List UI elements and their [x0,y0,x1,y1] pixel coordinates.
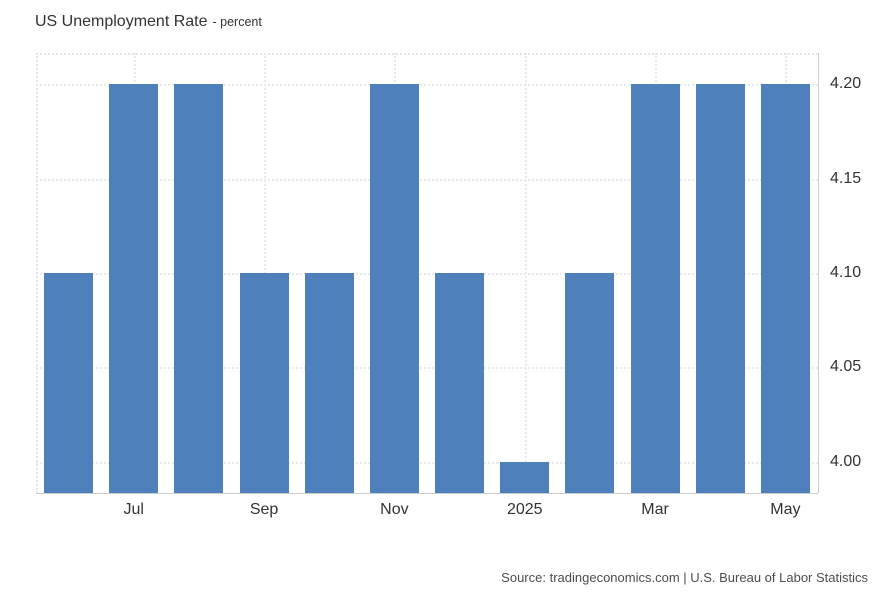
y-axis-tick-label: 4.10 [830,264,862,281]
y-axis-tick-label: 4.00 [830,452,862,470]
bar-jun[interactable] [44,273,94,493]
bar-may[interactable] [760,84,810,493]
x-axis-line [36,493,818,494]
gridline-horizontal [36,84,818,87]
gridline-horizontal [36,273,818,275]
bar-nov[interactable] [369,84,419,493]
source-attribution: Source: tradingeconomics.com | U.S. Bure… [501,570,868,585]
x-axis-tick-label: May [770,501,801,518]
bar-aug[interactable] [174,84,224,493]
x-axis-tick-label: Nov [380,501,409,518]
gridline-horizontal [36,178,818,181]
bar-oct[interactable] [304,273,354,493]
bar-jul[interactable] [109,84,159,493]
y-axis-tick-label: 4.15 [830,169,862,187]
chart-subtitle-text: - percent [212,15,262,29]
y-axis-tick-label: 4.20 [830,75,862,93]
x-axis-tick-label: Mar [641,501,669,518]
gridline-horizontal [36,461,818,464]
y-axis-tick-label: 4.05 [830,358,862,376]
y-axis-line [818,53,819,493]
bar-dec[interactable] [435,273,485,493]
chart-title: US Unemployment Rate - percent [35,13,262,31]
gridline-horizontal [36,367,818,370]
gridline-vertical [524,53,527,493]
bar-mar[interactable] [630,84,680,493]
bar-feb[interactable] [565,273,615,493]
x-axis-tick-label: 2025 [506,501,543,518]
chart-title-text: US Unemployment Rate [35,13,208,30]
bar-sep[interactable] [239,273,289,493]
x-axis-tick-label: Sep [249,501,279,518]
bar-jan[interactable] [500,461,550,493]
x-axis-tick-label: Jul [123,501,144,518]
bar-apr[interactable] [695,84,745,493]
